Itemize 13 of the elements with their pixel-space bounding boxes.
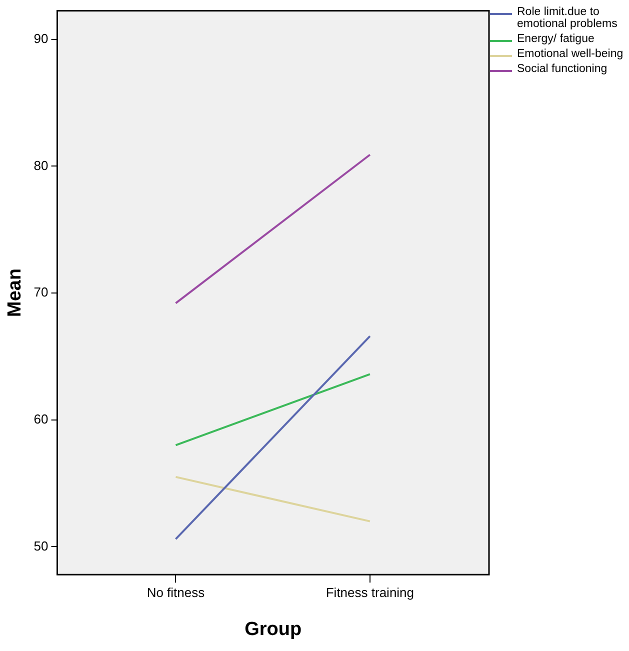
legend-label: Emotional well-being [517, 48, 624, 60]
legend-label: Energy/ fatigue [517, 33, 594, 45]
y-tick-label: 70 [34, 284, 48, 300]
y-tick-label: 60 [34, 411, 48, 426]
y-tick-label: 50 [34, 538, 48, 554]
legend-label: Role limit.due to emotional problems [517, 6, 618, 30]
x-tick-label: Fitness training [326, 584, 414, 600]
y-tick-label: 90 [34, 30, 48, 46]
x-tick-label: No fitness [146, 584, 206, 600]
legend-label: Social functioning [517, 63, 608, 75]
x-axis-title: Group [244, 618, 302, 640]
y-tick-label: 80 [34, 158, 48, 173]
y-axis-title: Mean [4, 268, 26, 317]
